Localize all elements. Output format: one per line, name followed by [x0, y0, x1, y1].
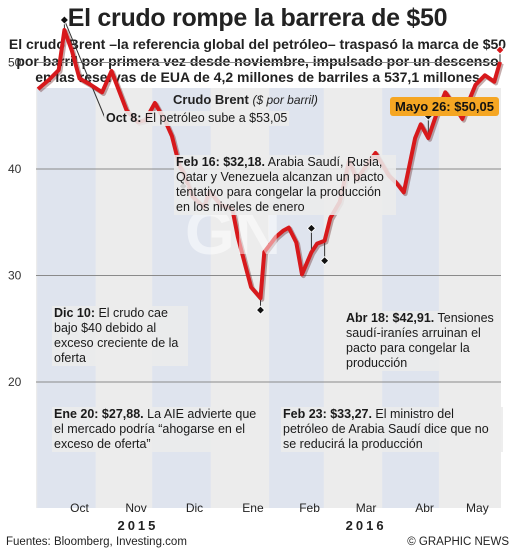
year-label: 2015: [117, 518, 158, 533]
annotation-marker: [255, 305, 266, 315]
y-tick-label: 50: [8, 56, 22, 70]
annotation-marker: [306, 223, 316, 233]
x-tick-label: Oct: [70, 501, 89, 515]
x-tick-label: Nov: [125, 501, 146, 515]
x-tick-label: May: [466, 501, 489, 515]
annotation-abr18: Abr 18: $42,91. Tensiones saudí-iraníes …: [344, 311, 498, 371]
x-tick-label: Dic: [186, 501, 203, 515]
footer-credit: © GRAPHIC NEWS: [407, 536, 509, 548]
year-labels: 2015 2016: [117, 518, 387, 533]
y-axis-ticks: 20 30 40 50: [8, 56, 22, 390]
x-tick-label: Abr: [415, 501, 434, 515]
annotation-dic10: Dic 10: El crudo cae bajo $40 debido al …: [52, 306, 188, 366]
series-unit: ($ por barril): [252, 93, 318, 107]
chart-subtitle: El crudo Brent –la referencia global del…: [8, 36, 507, 85]
y-tick-label: 40: [8, 162, 22, 176]
x-tick-label: Mar: [356, 501, 377, 515]
annotation-marker: [495, 45, 505, 55]
annotation-marker: [59, 15, 69, 25]
annotation-marker: [320, 256, 330, 266]
annotation-ene20: Ene 20: $27,88. La AIE advierte que el m…: [52, 407, 266, 452]
footer-source: Fuentes: Bloomberg, Investing.com: [6, 536, 187, 548]
latest-value-callout: Mayo 26: $50,05: [390, 97, 500, 116]
annotation-oct8: Oct 8: El petróleo sube a $53,05: [104, 111, 290, 126]
series-line: [36, 28, 502, 301]
annotation-feb16: Feb 16: $32,18. Arabia Saudí, Rusia, Qat…: [174, 155, 396, 215]
annotation-feb23: Feb 23: $33,27. El ministro del petróleo…: [281, 407, 503, 452]
leader-line: [63, 19, 106, 119]
year-label: 2016: [346, 518, 387, 533]
y-tick-label: 30: [8, 269, 22, 283]
series-name: Crudo Brent: [173, 92, 249, 107]
y-tick-label: 20: [8, 375, 22, 389]
chart-title: El crudo rompe la barrera de $50: [67, 4, 448, 32]
x-tick-label: Ene: [242, 501, 264, 515]
x-axis-ticks: Oct Nov Dic Ene Feb Mar Abr May: [70, 501, 489, 515]
x-tick-label: Feb: [299, 501, 320, 515]
grid-lines: [36, 62, 501, 383]
series-label: Crudo Brent ($ por barril): [173, 92, 318, 107]
